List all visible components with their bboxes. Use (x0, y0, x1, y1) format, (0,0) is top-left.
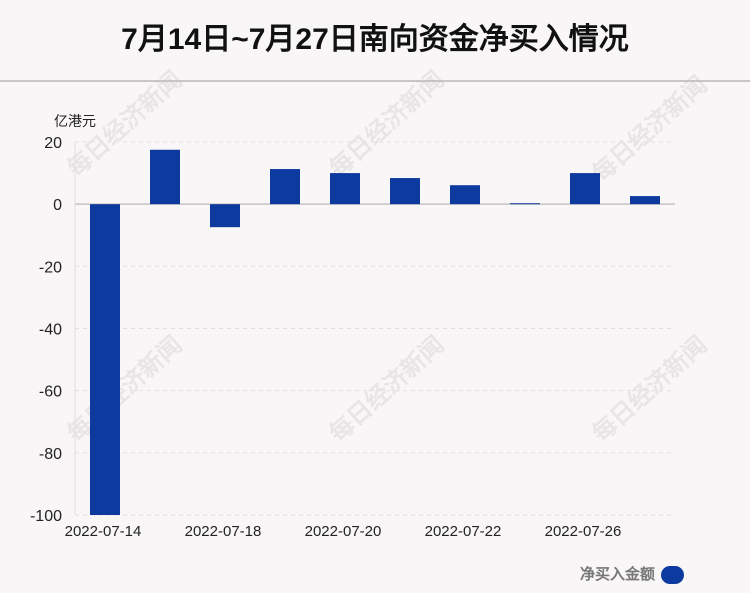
x-tick-label: 2022-07-26 (545, 523, 622, 540)
watermark: 每日经济新闻 (323, 330, 449, 448)
gridlines (75, 141, 675, 516)
y-tick-label: -80 (39, 446, 62, 463)
y-tick-label: -40 (39, 322, 62, 339)
watermark: 每日经济新闻 (586, 70, 712, 188)
x-tick-label: 2022-07-14 (65, 523, 142, 540)
y-axis: 20 0 -20 -40 -60 -80 -100 (30, 135, 76, 525)
bar (570, 173, 600, 205)
legend: 净买入金额 (580, 565, 684, 584)
watermark: 每日经济新闻 (323, 65, 449, 183)
bar (150, 149, 180, 205)
bar (210, 204, 240, 228)
bar (90, 204, 120, 515)
chart-title: 7月14日~7月27日南向资金净买入情况 (121, 22, 629, 56)
bar (630, 196, 660, 205)
x-axis-labels: 2022-07-14 2022-07-18 2022-07-20 2022-07-22… (65, 523, 622, 540)
x-tick-label: 2022-07-20 (305, 523, 382, 540)
y-axis-unit-label: 亿港元 (54, 113, 96, 129)
bar (510, 203, 540, 205)
y-tick-label: 0 (53, 197, 62, 214)
y-tick-label: 20 (44, 135, 62, 152)
x-tick-label: 2022-07-22 (425, 523, 502, 540)
bar (330, 173, 360, 205)
bars (90, 149, 660, 515)
y-tick-label: -20 (39, 259, 62, 276)
y-tick-label: -60 (39, 384, 62, 401)
legend-swatch (661, 566, 684, 584)
watermark: 每日经济新闻 (586, 330, 712, 448)
x-tick-label: 2022-07-18 (185, 523, 262, 540)
y-tick-label: -100 (30, 508, 62, 525)
bar (450, 185, 480, 205)
bar (390, 178, 420, 205)
bar (270, 169, 300, 205)
watermark: 每日经济新闻 (61, 330, 187, 448)
legend-label: 净买入金额 (580, 565, 655, 583)
